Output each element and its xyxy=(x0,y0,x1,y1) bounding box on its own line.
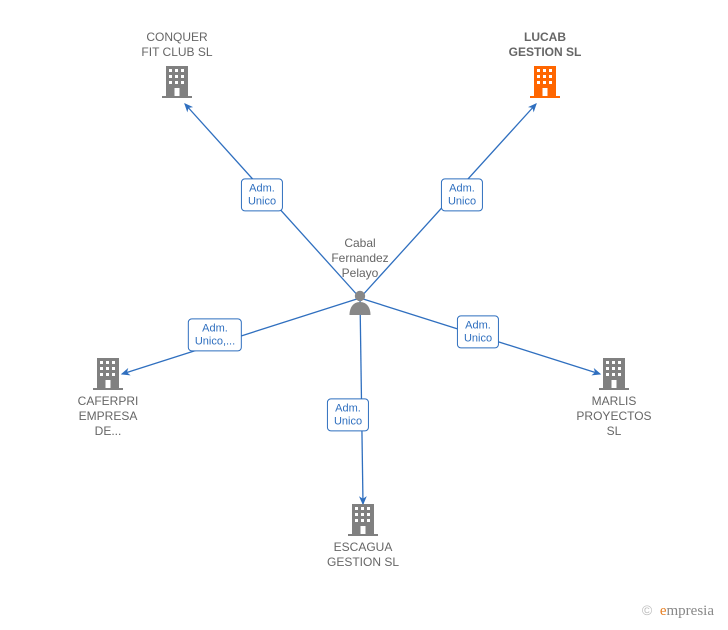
building-icon-lucab xyxy=(530,64,560,98)
node-label-caferpri: CAFERPRI EMPRESA DE... xyxy=(78,394,139,439)
person-icon xyxy=(348,289,372,319)
building-icon-conquer xyxy=(162,64,192,98)
node-label-marlis: MARLIS PROYECTOS SL xyxy=(576,394,651,439)
footer-attribution: © empresia xyxy=(642,602,714,620)
copyright-symbol: © xyxy=(642,602,652,618)
node-label-conquer: CONQUER FIT CLUB SL xyxy=(141,30,212,60)
brand-rest: mpresia xyxy=(667,603,714,619)
node-label-escagua: ESCAGUA GESTION SL xyxy=(327,540,399,570)
center-node-label: Cabal Fernandez Pelayo xyxy=(331,236,388,281)
edge-label-marlis: Adm. Unico xyxy=(457,315,499,348)
building-icon-escagua xyxy=(348,502,378,536)
building-icon-marlis xyxy=(599,356,629,390)
edge-label-escagua: Adm. Unico xyxy=(327,398,369,431)
brand-first-letter: e xyxy=(660,603,667,619)
edge-label-caferpri: Adm. Unico,... xyxy=(188,318,242,351)
building-icon-caferpri xyxy=(93,356,123,390)
node-label-lucab: LUCAB GESTION SL xyxy=(509,30,582,60)
edge-label-conquer: Adm. Unico xyxy=(241,178,283,211)
edge-label-lucab: Adm. Unico xyxy=(441,178,483,211)
